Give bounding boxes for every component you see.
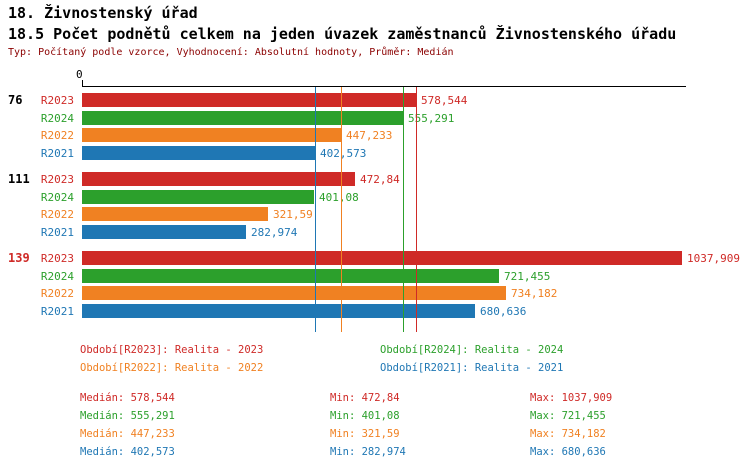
bar-value-label: 321,59 (273, 208, 313, 221)
bar (82, 93, 416, 107)
bar-value-label: 401,08 (319, 190, 359, 204)
bar-row-label: R2021 (40, 146, 74, 160)
bar-value-label: 680,636 (480, 304, 527, 318)
bar (82, 303, 475, 318)
bar (82, 251, 682, 265)
bar-value-label: 447,233 (346, 129, 393, 142)
stat-median: Medián: 555,291 (80, 410, 175, 422)
bar-value-label: 555,291 (408, 111, 455, 125)
bar-row-label: R2024 (40, 269, 74, 283)
bar (82, 224, 246, 239)
stat-max: Max: 1037,909 (530, 392, 613, 404)
stat-max: Max: 721,455 (530, 410, 606, 422)
page-title: 18. Živnostenský úřad (8, 4, 198, 22)
page-subtitle: 18.5 Počet podnětů celkem na jeden úvaze… (8, 25, 677, 43)
bar-value-label: 472,84 (360, 173, 400, 186)
stat-median: Medián: 402,573 (80, 446, 175, 458)
bar (82, 189, 314, 204)
bar-value-label: 578,544 (421, 94, 468, 107)
bar-row-label: R2024 (40, 190, 74, 204)
bar-row-label: R2022 (40, 129, 74, 142)
bar (82, 145, 315, 160)
bar-value-label: 282,974 (251, 225, 298, 239)
legend-item: Období[R2022]: Realita - 2022 (80, 362, 264, 374)
bar (82, 286, 506, 300)
bar-value-label: 734,182 (511, 287, 558, 300)
median-line (416, 87, 417, 332)
bar-value-label: 1037,909 (687, 252, 740, 265)
bar-row-label: R2023 (40, 173, 74, 186)
group-label: 76 (8, 93, 23, 107)
bar-row-label: R2022 (40, 287, 74, 300)
bar-row-label: R2021 (40, 225, 74, 239)
chart-meta: Typ: Počítaný podle vzorce, Vyhodnocení:… (8, 47, 454, 58)
bar-row-label: R2022 (40, 208, 74, 221)
bar-row-label: R2021 (40, 304, 74, 318)
bar (82, 172, 355, 186)
bar (82, 207, 268, 221)
stat-min: Min: 321,59 (330, 428, 400, 440)
bar-row-label: R2024 (40, 111, 74, 125)
x-axis-tick (82, 80, 83, 86)
stat-min: Min: 401,08 (330, 410, 400, 422)
bar (82, 268, 499, 283)
median-line (315, 87, 316, 332)
legend-item: Období[R2023]: Realita - 2023 (80, 344, 264, 356)
median-line (341, 87, 342, 332)
legend-item: Období[R2021]: Realita - 2021 (380, 362, 564, 374)
bar-value-label: 721,455 (504, 269, 551, 283)
stat-min: Min: 282,974 (330, 446, 406, 458)
stat-median: Medián: 447,233 (80, 428, 175, 440)
x-axis-line (82, 86, 686, 87)
axis-zero-label: 0 (76, 68, 83, 81)
median-line (403, 87, 404, 332)
group-label: 111 (8, 172, 30, 186)
bar-row-label: R2023 (40, 94, 74, 107)
group-label: 139 (8, 251, 30, 265)
stat-min: Min: 472,84 (330, 392, 400, 404)
bar-row-label: R2023 (40, 252, 74, 265)
bar-value-label: 402,573 (320, 146, 367, 160)
stat-max: Max: 680,636 (530, 446, 606, 458)
bar (82, 110, 403, 125)
stat-median: Medián: 578,544 (80, 392, 175, 404)
bar (82, 128, 341, 142)
stat-max: Max: 734,182 (530, 428, 606, 440)
legend-item: Období[R2024]: Realita - 2024 (380, 344, 564, 356)
